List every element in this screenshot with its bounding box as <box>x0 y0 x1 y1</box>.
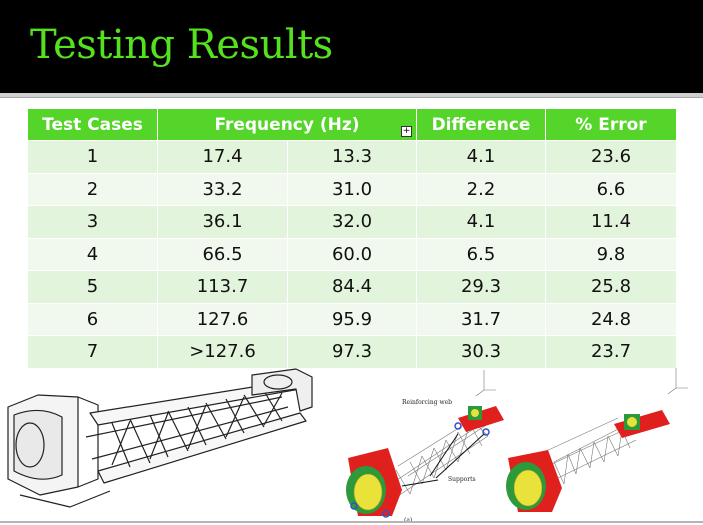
table-header-row: Test Cases Frequency (Hz) + Difference %… <box>27 108 677 141</box>
annotation-supports: Supports <box>448 476 476 483</box>
cell-frequency-fea: 31.0 <box>287 172 417 206</box>
cell-difference: 6.5 <box>416 237 546 271</box>
table-row: 5 113.7 84.4 29.3 25.8 <box>27 270 677 304</box>
cell-frequency-test: 127.6 <box>157 302 288 336</box>
table-row: 1 17.4 13.3 4.1 23.6 <box>27 140 677 174</box>
table-row: 3 36.1 32.0 4.1 11.4 <box>27 205 677 239</box>
results-table: Test Cases Frequency (Hz) + Difference %… <box>27 108 677 369</box>
cell-case: 4 <box>27 237 158 271</box>
fea-model-figures: Reinforcing web Supports (a) <box>346 368 688 524</box>
cell-error: 6.6 <box>545 172 677 206</box>
table-row: 4 66.5 60.0 6.5 9.8 <box>27 237 677 271</box>
cell-error: 25.8 <box>545 270 677 304</box>
expand-icon[interactable]: + <box>401 126 412 137</box>
cell-difference: 4.1 <box>416 205 546 239</box>
cell-case: 6 <box>27 302 158 336</box>
header-test-cases: Test Cases <box>27 108 158 141</box>
cell-frequency-fea: 95.9 <box>287 302 417 336</box>
cell-difference: 30.3 <box>416 335 546 369</box>
truss-line-drawing <box>7 368 313 508</box>
cell-frequency-fea: 13.3 <box>287 140 417 174</box>
header-error: % Error <box>545 108 677 141</box>
bottom-divider <box>0 521 703 523</box>
title-divider <box>0 93 703 98</box>
cell-frequency-test: 66.5 <box>157 237 288 271</box>
cell-difference: 31.7 <box>416 302 546 336</box>
header-frequency-label: Frequency (Hz) <box>214 114 360 135</box>
annotation-web: Reinforcing web <box>402 399 452 406</box>
title-band: Testing Results <box>0 0 703 93</box>
cell-difference: 2.2 <box>416 172 546 206</box>
cell-frequency-test: 36.1 <box>157 205 288 239</box>
cell-difference: 4.1 <box>416 140 546 174</box>
cell-error: 24.8 <box>545 302 677 336</box>
header-difference: Difference <box>416 108 546 141</box>
header-frequency: Frequency (Hz) + <box>157 108 417 141</box>
cell-frequency-test: 17.4 <box>157 140 288 174</box>
cell-case: 3 <box>27 205 158 239</box>
cell-error: 9.8 <box>545 237 677 271</box>
right-model-parts <box>506 410 670 512</box>
cell-case: 2 <box>27 172 158 206</box>
cell-frequency-test: 33.2 <box>157 172 288 206</box>
cell-frequency-test: >127.6 <box>157 335 288 369</box>
cell-frequency-fea: 32.0 <box>287 205 417 239</box>
slide-title: Testing Results <box>30 22 333 68</box>
cell-case: 7 <box>27 335 158 369</box>
cell-case: 5 <box>27 270 158 304</box>
cell-error: 23.6 <box>545 140 677 174</box>
table-row: 7 >127.6 97.3 30.3 23.7 <box>27 335 677 369</box>
cell-frequency-fea: 60.0 <box>287 237 417 271</box>
cell-error: 23.7 <box>545 335 677 369</box>
cell-frequency-test: 113.7 <box>157 270 288 304</box>
cell-difference: 29.3 <box>416 270 546 304</box>
cell-case: 1 <box>27 140 158 174</box>
annotation-label: (a) <box>404 517 412 524</box>
cell-frequency-fea: 84.4 <box>287 270 417 304</box>
table-row: 2 33.2 31.0 2.2 6.6 <box>27 172 677 206</box>
left-model-parts <box>346 406 504 518</box>
cell-frequency-fea: 97.3 <box>287 335 417 369</box>
table-row: 6 127.6 95.9 31.7 24.8 <box>27 302 677 336</box>
cell-error: 11.4 <box>545 205 677 239</box>
